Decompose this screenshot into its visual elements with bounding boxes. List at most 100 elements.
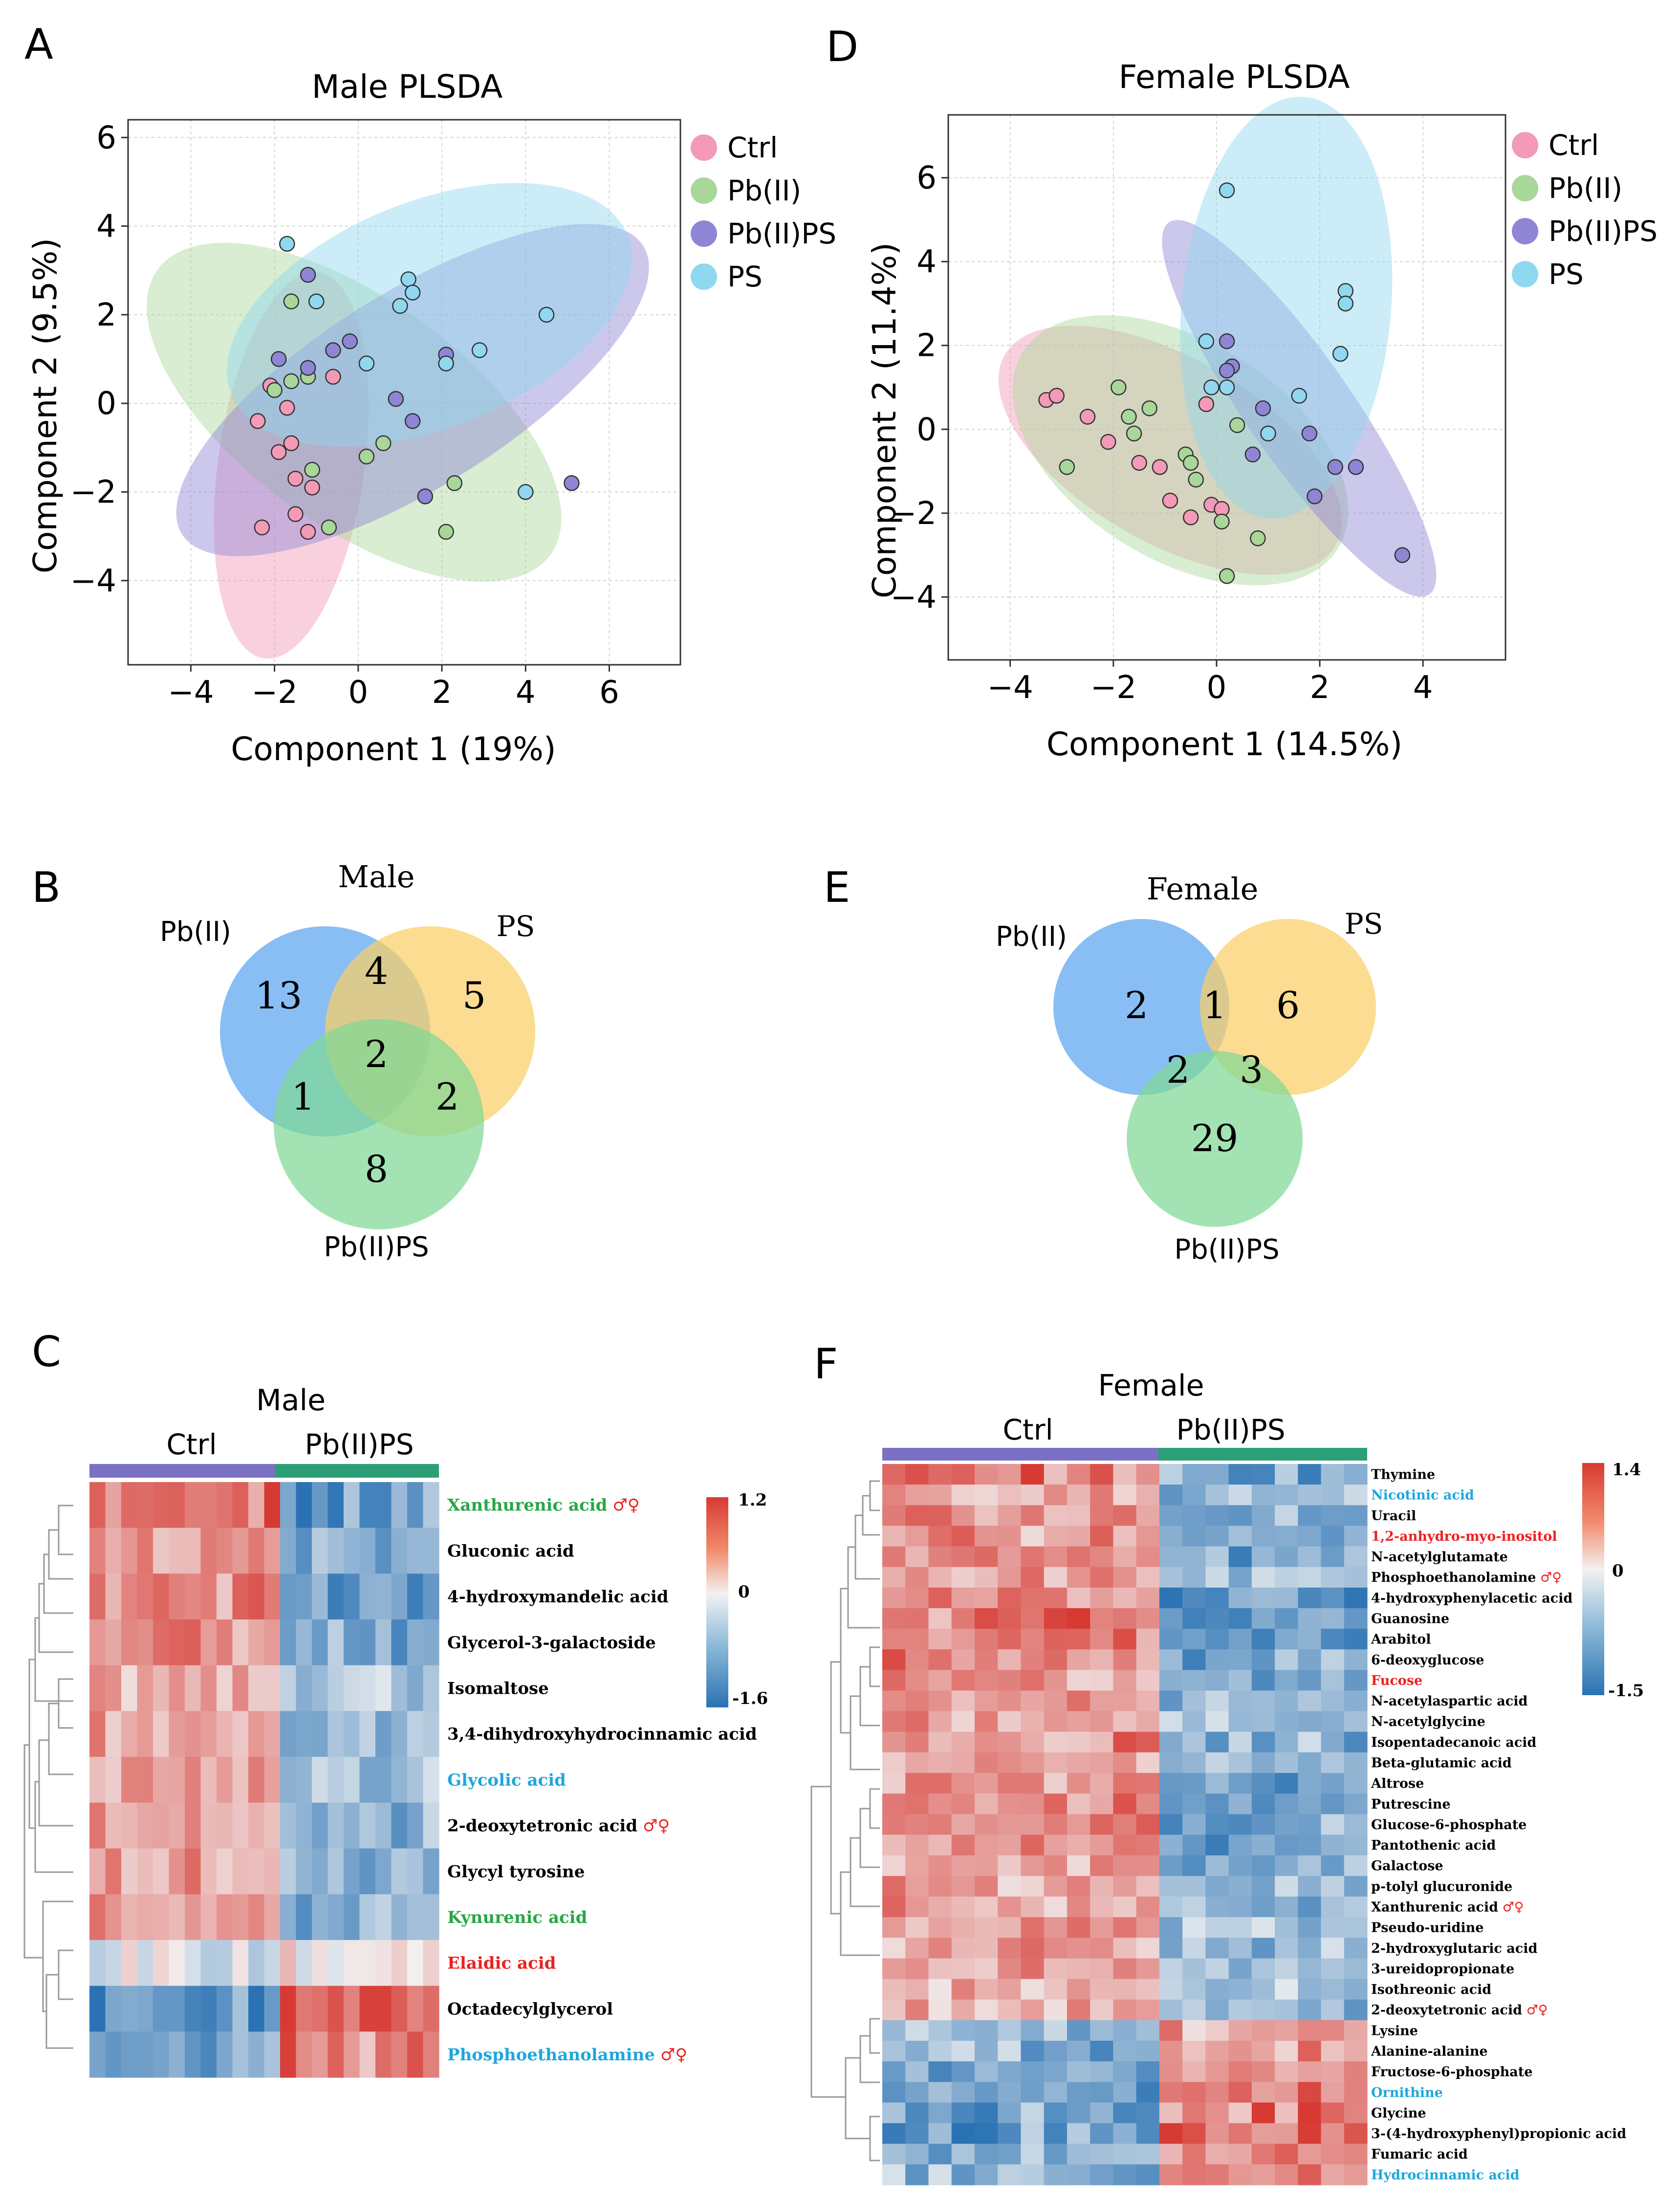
heatmap-cell	[1136, 1834, 1160, 1856]
heatmap-cell	[1159, 1587, 1183, 1609]
heatmap-cell	[1067, 1711, 1091, 1732]
heatmap-cell	[1044, 2102, 1068, 2124]
heatmap-cell	[105, 1665, 122, 1712]
heatmap-cell	[1228, 1793, 1252, 1815]
heatmap-cell	[1251, 2041, 1275, 2062]
heatmap-cell	[951, 1773, 975, 1794]
scatter-point	[538, 306, 555, 323]
heatmap-cell	[1205, 1773, 1229, 1794]
male-heatmap-cells	[89, 1482, 439, 2078]
scatter-point	[1121, 409, 1137, 425]
heatmap-cell	[1113, 2102, 1137, 2124]
heatmap-cell	[1228, 1999, 1252, 2021]
scatter-point	[404, 413, 421, 429]
heatmap-cell	[951, 2123, 975, 2144]
heatmap-cell	[248, 1573, 265, 1620]
heatmap-cell	[1251, 1485, 1275, 1506]
heatmap-cell	[1344, 1690, 1368, 1712]
heatmap-cell	[185, 1665, 201, 1712]
heatmap-cell	[1113, 1485, 1137, 1506]
heatmap-cell	[169, 1482, 185, 1528]
female-heatmap-row-labels: Thymine Nicotinic acid Uracil 1,2-anhydro-m…	[1371, 1467, 1626, 2183]
heatmap-cell	[327, 1619, 344, 1666]
heatmap-cell	[89, 1757, 106, 1803]
scatter-point	[283, 373, 300, 390]
heatmap-cell	[1136, 1793, 1160, 1815]
heatmap-cell	[169, 1848, 185, 1895]
heatmap-cell	[951, 1855, 975, 1877]
male-venn-count-pb-ps: 4	[365, 949, 388, 993]
heatmap-cell	[998, 2164, 1022, 2185]
heatmap-cell	[280, 2031, 297, 2078]
scatter-point	[325, 369, 341, 385]
heatmap-cell	[974, 1979, 998, 2000]
heatmap-row-label: Pantothenic acid	[1371, 1838, 1496, 1853]
legend-swatch	[1512, 132, 1538, 158]
heatmap-cell	[1159, 1567, 1183, 1588]
heatmap-cell	[1113, 2061, 1137, 2082]
heatmap-cell	[1090, 1587, 1113, 1609]
heatmap-cell	[1344, 1526, 1368, 1547]
heatmap-cell	[1159, 2164, 1183, 2185]
heatmap-cell	[1067, 1546, 1091, 1568]
heatmap-cell	[232, 1757, 249, 1803]
heatmap-cell	[928, 1485, 952, 1506]
heatmap-cell	[1021, 1979, 1045, 2000]
heatmap-cell	[1136, 2041, 1160, 2062]
heatmap-cell	[882, 2082, 906, 2103]
heatmap-cell	[1182, 2020, 1206, 2041]
heatmap-cell	[327, 1711, 344, 1757]
male-plsda-y-ticks: −4 −2 0 2 4 6	[70, 120, 128, 599]
heatmap-cell	[1228, 1752, 1252, 1773]
legend-swatch	[1512, 261, 1538, 287]
heatmap-cell	[1159, 1855, 1183, 1877]
heatmap-cell	[1344, 1731, 1368, 1753]
heatmap-cell	[1228, 1505, 1252, 1527]
heatmap-cell	[137, 1665, 153, 1712]
heatmap-cell	[423, 1757, 439, 1803]
heatmap-cell	[974, 1526, 998, 1547]
heatmap-cell	[1044, 1855, 1068, 1877]
heatmap-cell	[169, 1940, 185, 1987]
heatmap-cell	[998, 1979, 1022, 2000]
heatmap-cell	[905, 1773, 929, 1794]
heatmap-cell	[1182, 1505, 1206, 1527]
heatmap-cell	[1044, 1876, 1068, 1897]
heatmap-cell	[1344, 1629, 1368, 1650]
heatmap-cell	[1205, 1793, 1229, 1815]
heatmap-cell	[1044, 1917, 1068, 1938]
heatmap-cell	[1067, 2102, 1091, 2124]
heatmap-cell	[1021, 1773, 1045, 1794]
heatmap-cell	[153, 1528, 170, 1574]
heatmap-cell	[1136, 1752, 1160, 1773]
heatmap-cell	[1321, 1814, 1345, 1835]
heatmap-cell	[1090, 1958, 1113, 1980]
heatmap-cell	[1182, 2082, 1206, 2103]
heatmap-cell	[359, 1848, 376, 1895]
heatmap-cell	[264, 1665, 281, 1712]
heatmap-cell	[882, 1938, 906, 1959]
scatter-point	[1182, 455, 1199, 471]
heatmap-cell	[1205, 1731, 1229, 1753]
heatmap-cell	[1228, 1649, 1252, 1671]
heatmap-cell	[264, 1802, 281, 1849]
scatter-point	[1307, 488, 1323, 504]
heatmap-cell	[1275, 1752, 1298, 1773]
heatmap-cell	[1182, 1629, 1206, 1650]
heatmap-cell	[998, 1587, 1022, 1609]
heatmap-cell	[974, 2020, 998, 2041]
heatmap-cell	[217, 1802, 233, 1849]
scatter-point	[1332, 346, 1349, 362]
heatmap-cell	[998, 1958, 1022, 1980]
heatmap-cell	[1228, 2020, 1252, 2041]
heatmap-cell	[951, 2102, 975, 2124]
heatmap-cell	[1182, 1876, 1206, 1897]
heatmap-cell	[1228, 1587, 1252, 1609]
heatmap-cell	[137, 1711, 153, 1757]
heatmap-cell	[1021, 1958, 1045, 1980]
heatmap-cell	[1067, 2123, 1091, 2144]
heatmap-cell	[1182, 1670, 1206, 1691]
heatmap-cell	[905, 2082, 929, 2103]
scatter-point	[446, 475, 462, 491]
scatter-point	[1348, 459, 1364, 475]
